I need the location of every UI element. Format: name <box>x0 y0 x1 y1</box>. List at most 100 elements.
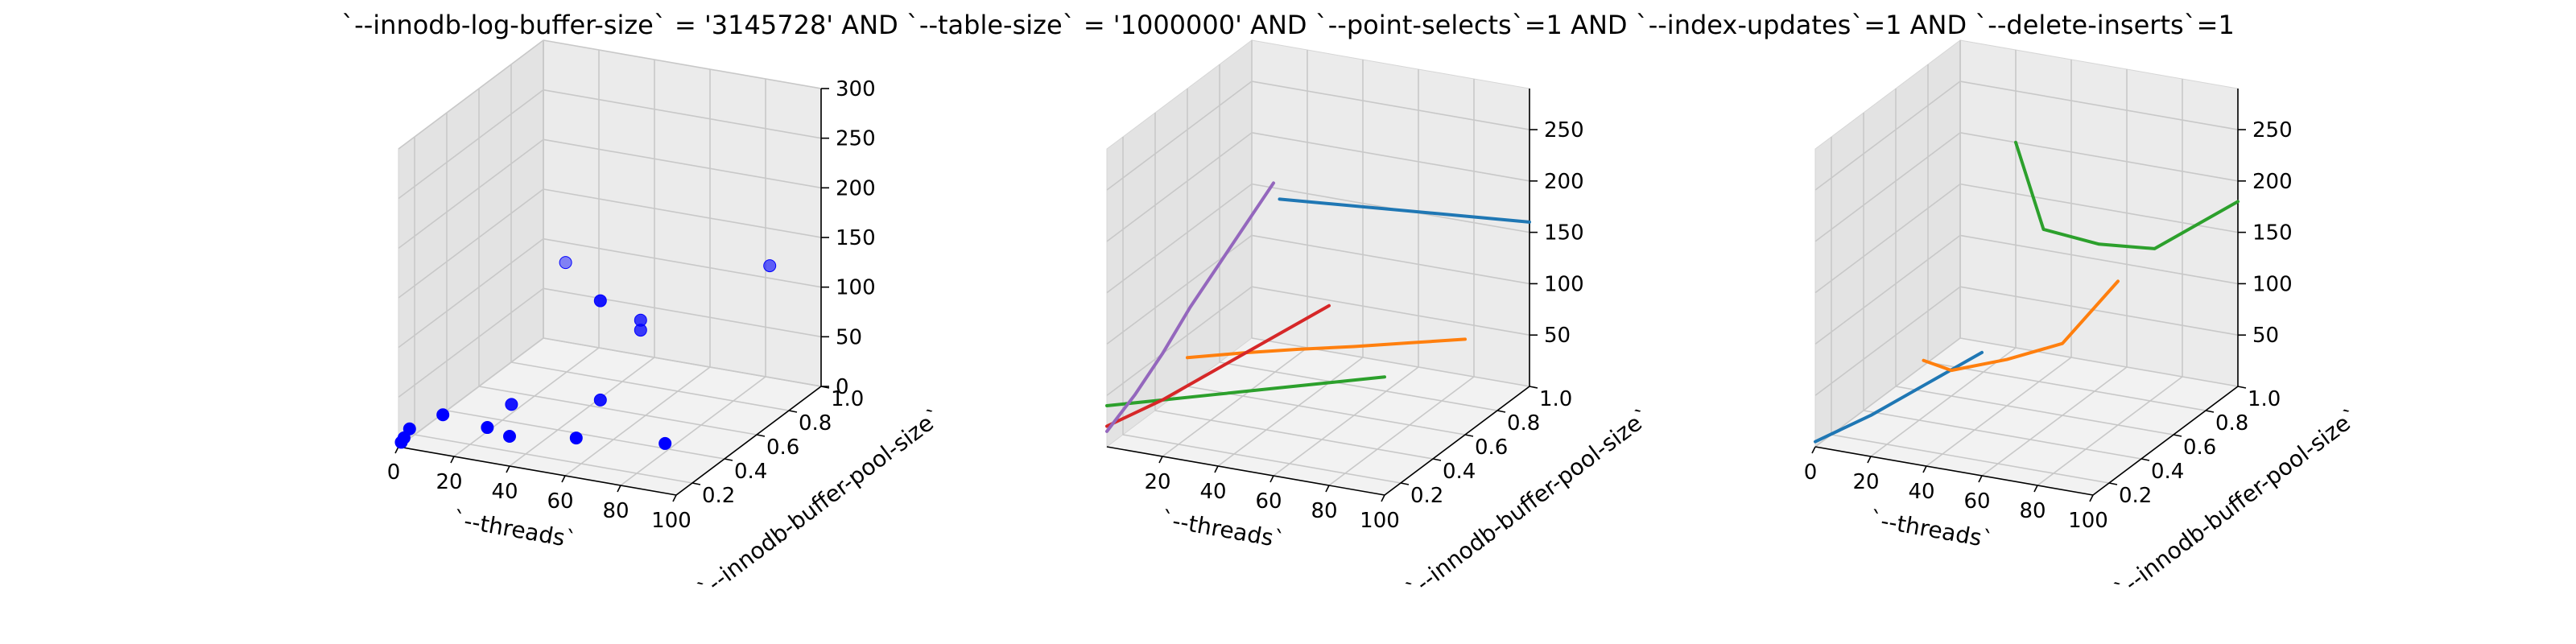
back-pane <box>1959 39 2239 387</box>
x-tick-mark <box>1214 465 1219 473</box>
z-tick-label: 150 <box>836 226 876 250</box>
grid-line <box>543 237 822 288</box>
grid-line <box>1154 410 1434 460</box>
y-axis-line <box>2092 386 2239 496</box>
y-tick-mark <box>1496 410 1506 413</box>
x-tick-label: 60 <box>1963 489 1990 514</box>
series-line-3 <box>2014 140 2240 250</box>
x-tick-mark <box>1978 475 1983 483</box>
grid-line <box>1814 234 1961 345</box>
y-tick-mark <box>1432 458 1442 461</box>
y-tick-label: 0.2 <box>2119 484 2152 508</box>
series-line-4 <box>1105 303 1331 428</box>
grid-line <box>1814 183 1961 294</box>
y-tick-mark <box>756 434 766 437</box>
grid-line <box>398 138 544 249</box>
grid-line <box>398 188 544 299</box>
scatter-point <box>763 259 777 273</box>
z-tick-label: 0 <box>836 375 849 399</box>
y-tick-label: 1.0 <box>1539 387 1572 411</box>
grid-line <box>1870 347 2017 457</box>
x-tick-label: 40 <box>491 480 518 504</box>
chart-panel-right: 0 20 40 60 80 100 0.20.40.60.81.0 50 100 150 200 25… <box>1804 39 2364 604</box>
y-tick-label: 0.4 <box>734 460 767 484</box>
grid-line <box>414 434 693 484</box>
grid-line <box>1251 234 1530 285</box>
x-tick-mark <box>450 456 455 464</box>
scatter-point <box>559 256 572 270</box>
back-pane <box>1251 39 1530 387</box>
grid-line <box>543 188 822 238</box>
grid-line <box>398 89 544 200</box>
x-tick-label: 40 <box>1199 480 1226 504</box>
y-tick-label: 0.4 <box>2151 460 2184 484</box>
grid-line <box>1122 434 1402 484</box>
grid-line <box>1959 183 2239 233</box>
y-tick-label: 0.2 <box>1410 484 1443 508</box>
y-tick-label: 0.2 <box>702 484 735 508</box>
y-tick-mark <box>2173 434 2182 437</box>
grid-line <box>1106 80 1253 191</box>
z-tick-label: 200 <box>2252 170 2293 194</box>
z-tick-label: 200 <box>1544 170 1584 194</box>
scatter-point <box>436 408 450 422</box>
grid-line <box>1251 80 1530 130</box>
y-tick-label: 0.6 <box>1475 436 1508 460</box>
grid-line <box>446 410 725 460</box>
scatter-point <box>505 398 518 411</box>
grid-line <box>1927 361 2207 411</box>
x-tick-mark <box>2089 494 2094 502</box>
x-axis-line <box>1106 446 1385 496</box>
grid-line <box>2037 376 2183 486</box>
grid-line <box>543 287 822 338</box>
y-tick-mark <box>2108 482 2118 485</box>
y-tick-mark <box>2237 386 2247 389</box>
grid-line <box>509 357 655 467</box>
grid-line <box>1251 132 1530 182</box>
x-tick-mark <box>2033 485 2038 493</box>
grid-line <box>398 238 544 349</box>
y-tick-label: 0.4 <box>1443 460 1476 484</box>
y-tick-mark <box>1529 386 1538 389</box>
x-tick-mark <box>1867 456 1872 464</box>
x-tick-label: 40 <box>1908 480 1934 504</box>
z-tick-label: 50 <box>836 325 862 349</box>
y-tick-label: 1.0 <box>2248 387 2281 411</box>
y-tick-mark <box>2140 458 2150 461</box>
scatter-point <box>402 422 416 436</box>
y-tick-mark <box>788 410 798 413</box>
z-tick-label: 50 <box>1544 324 1571 348</box>
grid-line <box>1328 376 1475 486</box>
x-tick-mark <box>1269 475 1274 483</box>
x-tick-mark <box>1325 485 1330 493</box>
grid-line <box>1895 386 2174 436</box>
z-tick-label: 50 <box>2252 324 2279 348</box>
z-tick-label: 100 <box>2252 272 2293 296</box>
grid-line <box>398 287 544 398</box>
y-axis-line <box>675 386 822 496</box>
grid-line <box>1251 286 1530 336</box>
x-tick-mark <box>506 465 510 473</box>
x-tick-mark <box>1811 446 1816 454</box>
y-tick-mark <box>2205 410 2215 413</box>
grid-line <box>1219 361 1498 411</box>
z-tick-label: 150 <box>2252 221 2293 246</box>
y-tick-mark <box>724 458 733 461</box>
grid-line <box>1273 366 1419 477</box>
x-axis-line <box>398 446 677 496</box>
z-tick-label: 100 <box>836 276 876 300</box>
x-tick-label: 0 <box>387 460 401 485</box>
x-tick-label: 100 <box>1360 509 1400 533</box>
x-tick-label: 0 <box>1804 460 1818 485</box>
x-axis-line <box>1814 446 2094 496</box>
y-axis-line <box>1384 386 1530 496</box>
grid-line <box>1814 132 1961 242</box>
y-tick-label: 0.8 <box>799 411 832 436</box>
y-tick-mark <box>691 482 701 485</box>
z-tick-label: 250 <box>2252 118 2293 142</box>
grid-line <box>1162 347 1308 457</box>
grid-line <box>543 138 822 189</box>
grid-line <box>1959 234 2239 285</box>
x-tick-label: 100 <box>2068 509 2108 533</box>
